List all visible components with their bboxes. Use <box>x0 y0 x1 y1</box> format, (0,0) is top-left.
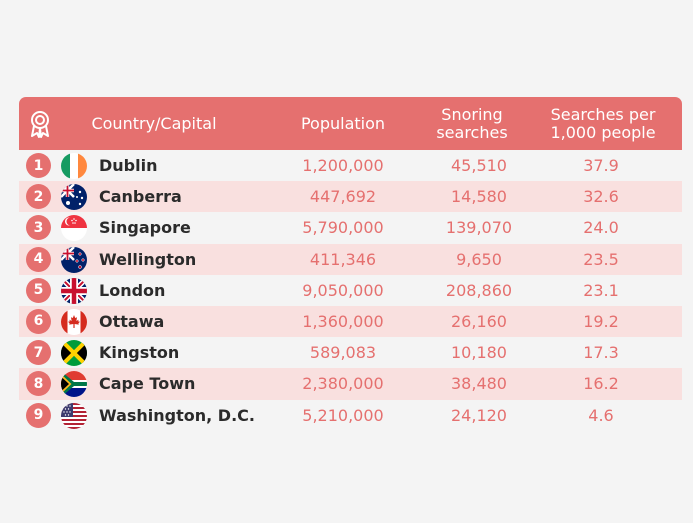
rank-badge: 3 <box>26 215 51 241</box>
snoring-searches-value: 26,160 <box>451 311 507 331</box>
snoring-searches-value: 10,180 <box>451 343 507 363</box>
jamaica-flag-icon <box>61 340 87 367</box>
table-row: 6 Ottawa 1,360,000 26,160 19.2 <box>19 305 682 338</box>
header-population: Population <box>300 113 386 133</box>
searches-per-1000-value: 23.1 <box>583 280 619 300</box>
searches-per-1000-value: 23.5 <box>583 249 619 269</box>
table-row: 5 London 9,050,000 208,860 23.1 <box>19 275 682 306</box>
rank-badge: 5 <box>26 277 51 303</box>
capital-name: Wellington <box>99 249 197 269</box>
singapore-flag-icon <box>61 215 87 242</box>
table-row: 9 Washington, D.C. 5,210,000 24,120 4.6 <box>19 400 682 431</box>
snoring-searches-value: 139,070 <box>445 218 513 238</box>
population-value: 447,692 <box>309 187 377 207</box>
capital-name: Canberra <box>99 187 182 207</box>
table-body: 1 Dublin 1,200,000 45,510 37.9 2 Canberra 447,6… <box>19 150 682 431</box>
rank-badge: 7 <box>26 340 51 366</box>
snoring-searches-value: 208,860 <box>445 280 513 300</box>
searches-per-1000-value: 4.6 <box>588 405 614 425</box>
rank-badge: 6 <box>26 308 51 334</box>
new-zealand-flag-icon <box>61 246 87 273</box>
rank-badge: 8 <box>26 371 51 397</box>
population-value: 5,210,000 <box>302 405 384 425</box>
population-value: 411,346 <box>309 249 377 269</box>
snoring-searches-value: 9,650 <box>456 249 502 269</box>
capital-name: Cape Town <box>99 374 196 394</box>
header-snoring-searches: Snoring searches <box>436 104 508 142</box>
searches-per-1000-value: 16.2 <box>583 374 619 394</box>
searches-per-1000-value: 17.3 <box>583 343 619 363</box>
rank-badge: 1 <box>26 153 51 178</box>
table-row: 2 Canberra 447,692 14,580 32.6 <box>19 181 682 213</box>
table-header: Country/Capital Population Snoring searc… <box>19 97 682 150</box>
australia-flag-icon <box>61 184 87 211</box>
table-row: 7 Kingston 589,083 10,180 17.3 <box>19 337 682 368</box>
canada-flag-icon <box>61 308 87 335</box>
population-value: 1,360,000 <box>302 311 384 331</box>
capital-name: Singapore <box>99 218 191 238</box>
snoring-searches-value: 24,120 <box>451 405 507 425</box>
header-searches-per-1000: Searches per 1,000 people <box>550 104 656 142</box>
snoring-table: Country/Capital Population Snoring searc… <box>19 97 682 437</box>
rank-badge: 9 <box>26 402 51 428</box>
table-row: 1 Dublin 1,200,000 45,510 37.9 <box>19 150 682 181</box>
ireland-flag-icon <box>61 153 87 179</box>
population-value: 5,790,000 <box>302 218 384 238</box>
capital-name: Washington, D.C. <box>99 405 255 425</box>
rank-badge: 2 <box>26 184 51 210</box>
searches-per-1000-value: 24.0 <box>583 218 619 238</box>
searches-per-1000-value: 32.6 <box>583 187 619 207</box>
united-kingdom-flag-icon <box>61 277 87 304</box>
searches-per-1000-value: 37.9 <box>583 156 619 175</box>
award-ribbon-icon <box>31 111 49 138</box>
table-row: 8 Cape Town 2,380,000 38,480 16.2 <box>19 368 682 400</box>
table-row: 4 Wellington 411,346 9,650 23.5 <box>19 243 682 275</box>
population-value: 2,380,000 <box>302 374 384 394</box>
snoring-searches-value: 38,480 <box>451 374 507 394</box>
population-value: 1,200,000 <box>302 156 384 175</box>
snoring-searches-value: 45,510 <box>451 156 507 175</box>
searches-per-1000-value: 19.2 <box>583 311 619 331</box>
south-africa-flag-icon <box>61 371 87 398</box>
capital-name: London <box>99 280 166 300</box>
population-value: 589,083 <box>309 343 377 363</box>
capital-name: Ottawa <box>99 311 165 331</box>
capital-name: Kingston <box>99 343 180 363</box>
table-row: 3 Singapore 5,790,000 139,070 24.0 <box>19 212 682 243</box>
capital-name: Dublin <box>99 156 158 175</box>
snoring-searches-value: 14,580 <box>451 187 507 207</box>
header-country-capital: Country/Capital <box>91 113 217 133</box>
population-value: 9,050,000 <box>302 280 384 300</box>
rank-badge: 4 <box>26 246 51 272</box>
united-states-flag-icon <box>61 402 87 429</box>
